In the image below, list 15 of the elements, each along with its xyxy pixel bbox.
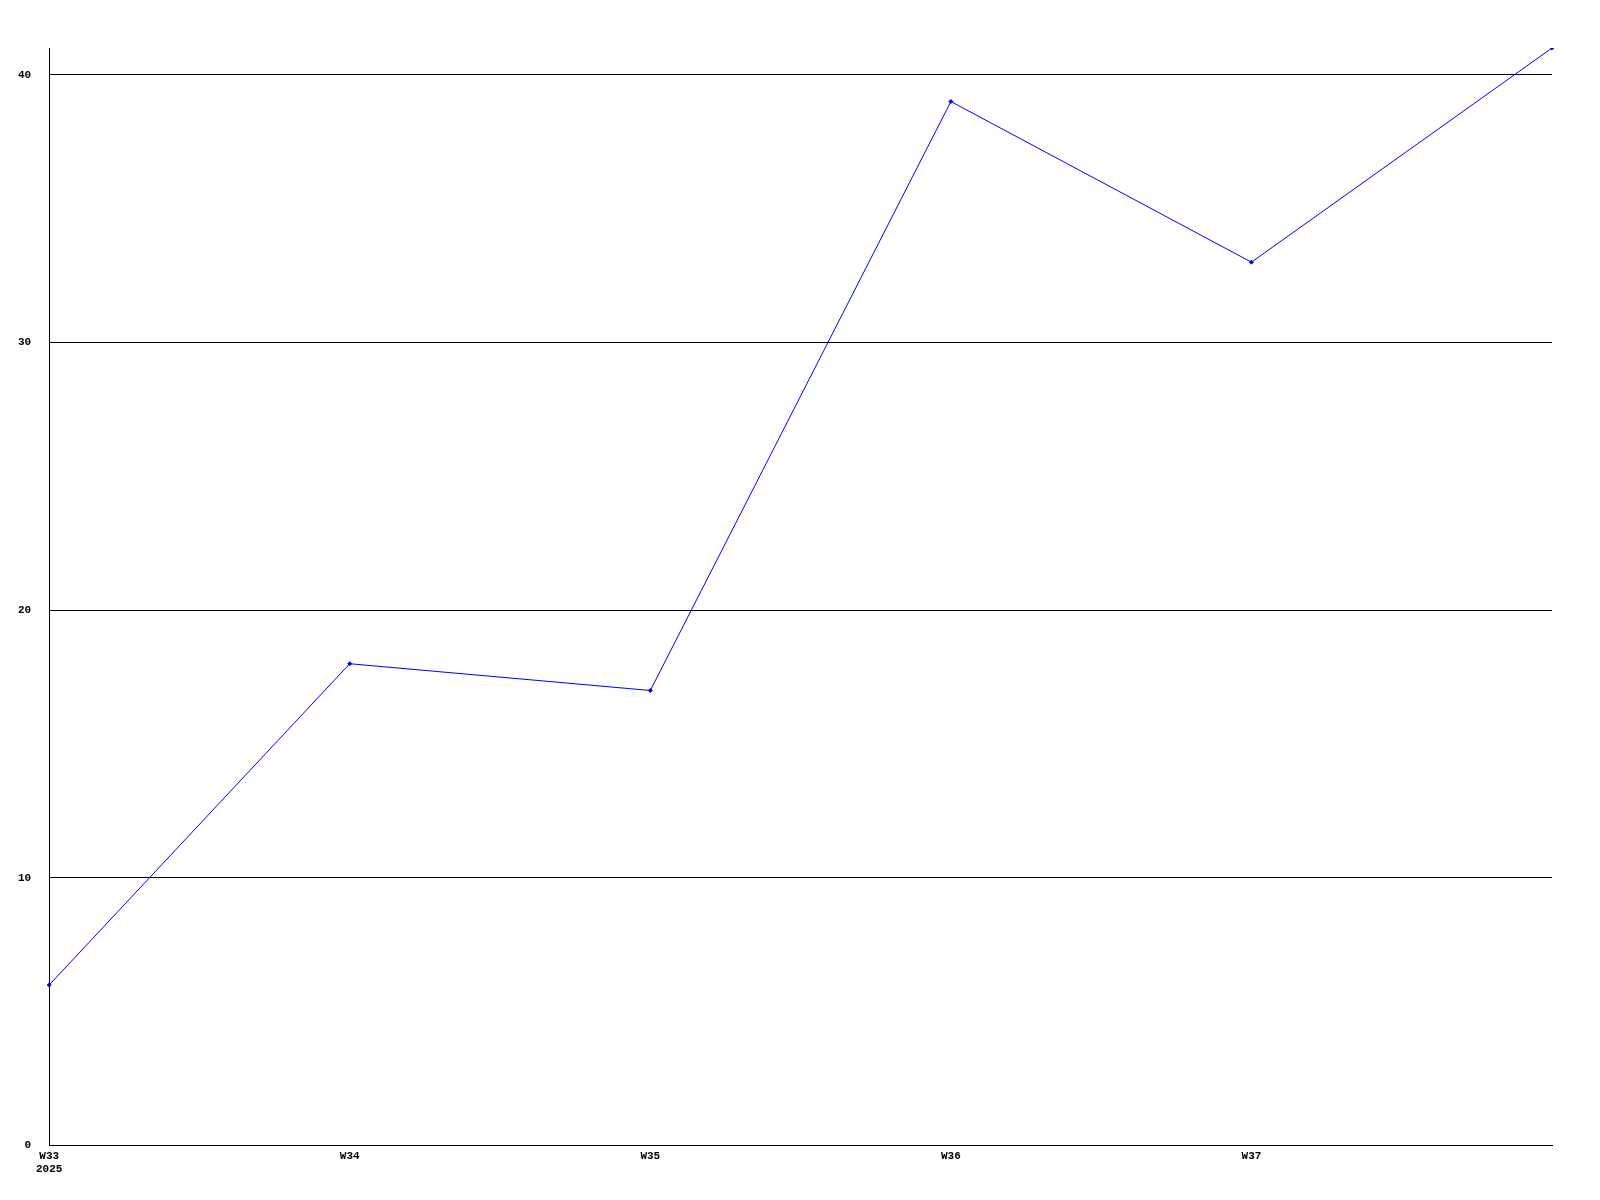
y-tick-label: 30 xyxy=(18,336,32,349)
y-tick-label: 10 xyxy=(18,871,32,884)
y-tick-label: 20 xyxy=(18,603,32,616)
point xyxy=(647,688,653,693)
point xyxy=(948,99,954,105)
point xyxy=(1248,259,1254,265)
x-tick-label: W37 xyxy=(1241,1149,1262,1162)
point xyxy=(46,982,52,988)
y-tick-label: 0 xyxy=(24,1139,32,1152)
x-tick-label: W36 xyxy=(940,1149,961,1162)
y-tick-label: 40 xyxy=(18,68,32,81)
x-tick-label: W33 2025 xyxy=(36,1149,63,1176)
point xyxy=(347,661,353,667)
x-tick-label: W35 xyxy=(640,1149,661,1162)
x-tick-label: W34 xyxy=(339,1149,361,1162)
